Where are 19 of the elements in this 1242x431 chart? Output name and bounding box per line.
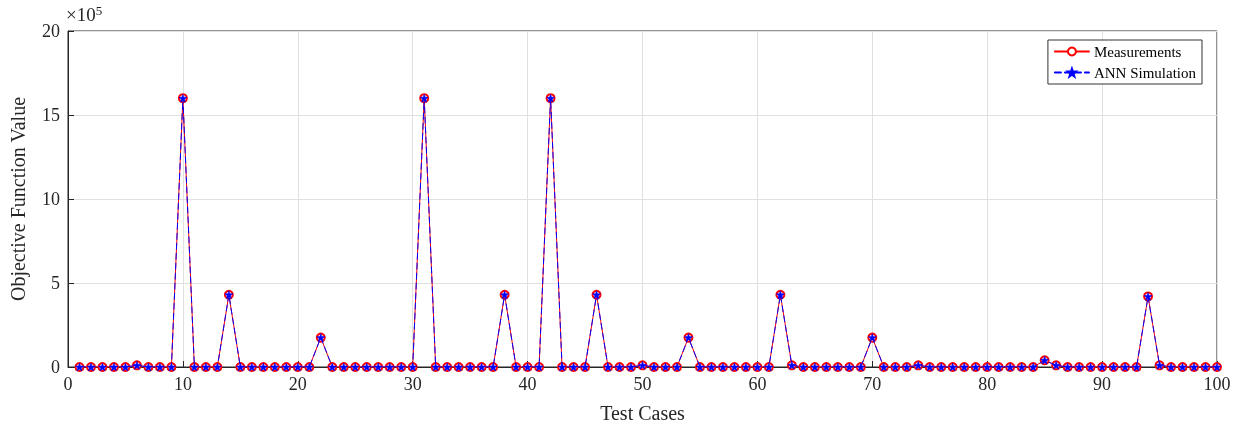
x-tick-label: 70	[863, 374, 882, 394]
y-tick-label: 5	[51, 273, 60, 293]
y-tick-label: 20	[42, 21, 60, 41]
x-tick-label: 40	[518, 374, 537, 394]
x-tick-label: 100	[1203, 374, 1231, 394]
x-tick-label: 50	[633, 374, 652, 394]
y-tick-label: 0	[51, 357, 60, 377]
y-tick-label: 10	[42, 189, 60, 209]
x-tick-label: 10	[173, 374, 192, 394]
y-axis-title: Objective Function Value	[7, 96, 30, 302]
legend-label: Measurements	[1093, 43, 1182, 60]
x-tick-label: 30	[403, 374, 422, 394]
x-tick-label: 20	[288, 374, 307, 394]
x-tick-label: 90	[1093, 374, 1112, 394]
x-tick-label: 60	[748, 374, 767, 394]
x-axis-title: Test Cases	[600, 402, 686, 424]
x-tick-label: 80	[978, 374, 997, 394]
y-tick-label: 15	[42, 105, 60, 125]
legend-label: ANN Simulation	[1093, 64, 1197, 81]
